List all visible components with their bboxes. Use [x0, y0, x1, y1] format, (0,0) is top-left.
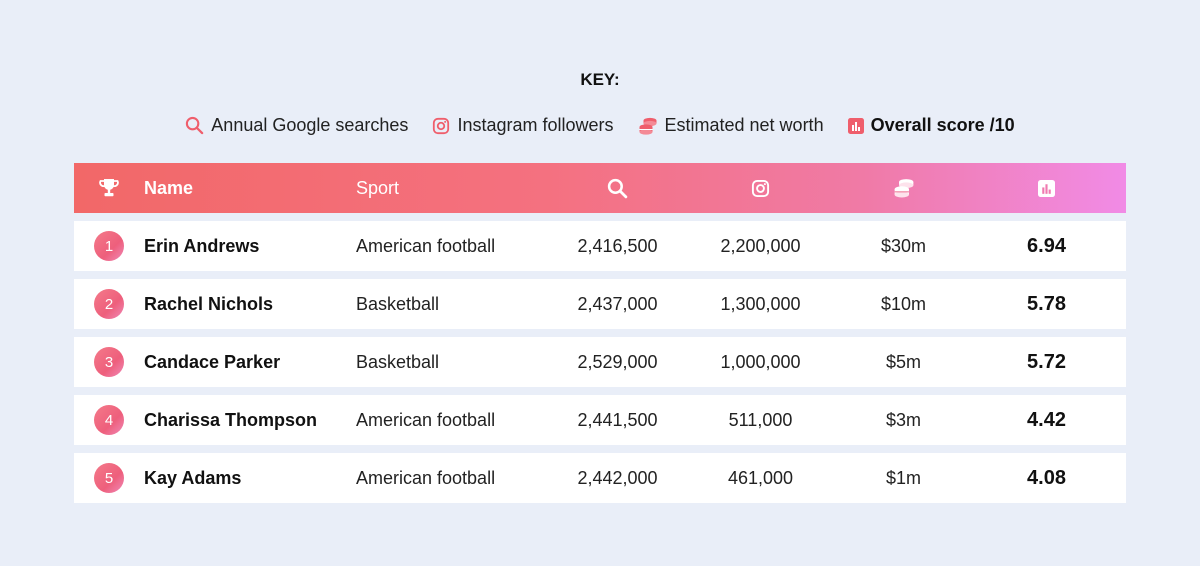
key-label-searches: Annual Google searches — [211, 115, 409, 135]
athlete-name: Candace Parker — [144, 351, 281, 372]
athlete-name: Charissa Thompson — [144, 409, 318, 430]
instagram-followers: 2,200,000 — [720, 235, 801, 256]
header-bar-chart-icon — [975, 179, 1118, 197]
key-label-worth: Estimated net worth — [664, 115, 824, 135]
table-row: 1 Erin Andrews American football 2,416,5… — [74, 221, 1126, 271]
header-search-icon — [546, 178, 689, 199]
instagram-followers: 1,300,000 — [720, 293, 801, 314]
athlete-sport: Basketball — [356, 293, 440, 314]
header-coins-icon — [832, 177, 975, 199]
athlete-name: Erin Andrews — [144, 235, 260, 256]
google-searches: 2,529,000 — [577, 351, 658, 372]
instagram-followers: 1,000,000 — [720, 351, 801, 372]
athlete-name: Kay Adams — [144, 467, 242, 488]
google-searches: 2,416,500 — [577, 235, 658, 256]
overall-score: 4.08 — [1027, 466, 1066, 489]
athlete-sport: American football — [356, 235, 496, 256]
trophy-icon — [74, 178, 144, 198]
athlete-name: Rachel Nichols — [144, 293, 274, 314]
athlete-sport: Basketball — [356, 351, 440, 372]
table-header: Name Sport — [74, 163, 1126, 213]
table-row: 4 Charissa Thompson American football 2,… — [74, 395, 1126, 445]
header-instagram-icon — [689, 179, 832, 198]
key-item-worth: Estimated net worth — [638, 115, 824, 136]
overall-score: 4.42 — [1027, 408, 1066, 431]
key-label-instagram: Instagram followers — [457, 115, 614, 135]
table-row: 5 Kay Adams American football 2,442,000 … — [74, 453, 1126, 503]
ranking-table: Name Sport 1 Erin Andrews American footb… — [74, 163, 1126, 503]
table-row: 2 Rachel Nichols Basketball 2,437,000 1,… — [74, 279, 1126, 329]
header-name: Name — [144, 177, 194, 198]
athlete-sport: American football — [356, 409, 496, 430]
google-searches: 2,441,500 — [577, 409, 658, 430]
net-worth: $1m — [885, 467, 921, 488]
net-worth: $10m — [880, 293, 927, 314]
key-item-instagram: Instagram followers — [432, 115, 614, 136]
net-worth: $3m — [885, 409, 921, 430]
key-label-score: Overall score /10 — [870, 115, 1015, 135]
instagram-followers: 511,000 — [728, 409, 793, 430]
table-row: 3 Candace Parker Basketball 2,529,000 1,… — [74, 337, 1126, 387]
rank-badge: 4 — [94, 405, 124, 435]
instagram-icon — [432, 117, 450, 135]
google-searches: 2,437,000 — [577, 293, 658, 314]
google-searches: 2,442,000 — [577, 467, 658, 488]
search-icon — [185, 116, 204, 135]
overall-score: 5.72 — [1027, 350, 1066, 373]
overall-score: 6.94 — [1027, 234, 1066, 257]
coins-icon — [638, 116, 658, 136]
key-item-score: Overall score /10 — [847, 115, 1015, 136]
instagram-followers: 461,000 — [727, 467, 794, 488]
overall-score: 5.78 — [1027, 292, 1066, 315]
net-worth: $30m — [880, 235, 927, 256]
rank-badge: 1 — [94, 231, 124, 261]
key-title: KEY: — [580, 70, 620, 89]
key-legend: Annual Google searches Instagram followe… — [0, 115, 1200, 136]
net-worth: $5m — [885, 351, 921, 372]
rank-badge: 2 — [94, 289, 124, 319]
header-sport: Sport — [356, 177, 400, 198]
bar-chart-icon — [847, 117, 864, 134]
rank-badge: 3 — [94, 347, 124, 377]
key-item-searches: Annual Google searches — [185, 115, 408, 136]
rank-badge: 5 — [94, 463, 124, 493]
athlete-sport: American football — [356, 467, 496, 488]
